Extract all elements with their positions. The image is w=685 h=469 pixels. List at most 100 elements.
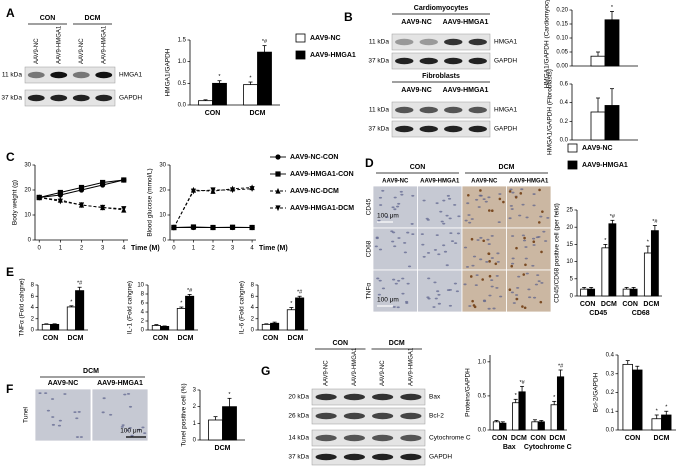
blot-band xyxy=(419,106,438,114)
nucleus xyxy=(448,217,452,220)
panel-letter: E xyxy=(6,265,14,279)
x-tick-label: CON xyxy=(205,110,221,117)
scale-bar-label: 100 μm xyxy=(377,213,399,220)
nucleus xyxy=(456,232,461,235)
nucleus xyxy=(381,287,386,290)
nucleus xyxy=(531,264,535,267)
nucleus xyxy=(544,240,548,242)
significance-label: *# xyxy=(558,363,564,369)
bar xyxy=(50,323,60,331)
blot-band xyxy=(419,38,438,46)
nucleus xyxy=(468,221,472,224)
nucleus xyxy=(437,253,441,256)
y-tick-label: 0 xyxy=(163,238,167,244)
y-tick-label: 0.5 xyxy=(178,81,187,87)
nucleus xyxy=(379,204,383,206)
bar xyxy=(531,421,539,431)
protein-label: HMGA1 xyxy=(119,72,143,79)
row-label: CD68 xyxy=(366,240,373,257)
nucleus xyxy=(474,284,478,287)
stain xyxy=(515,297,519,301)
nucleus xyxy=(407,265,412,268)
blot-strip xyxy=(311,388,426,406)
blot-band xyxy=(444,106,463,114)
scale-bar-label: 100 μm xyxy=(120,428,142,435)
stain xyxy=(508,190,512,193)
significance-label: * xyxy=(665,405,668,411)
nucleus xyxy=(435,234,439,237)
nucleus xyxy=(508,217,512,220)
marker xyxy=(121,206,127,212)
nucleus xyxy=(463,283,467,286)
stain xyxy=(538,188,541,192)
section-title: Fibroblasts xyxy=(422,73,460,80)
x-tick-label: DCM xyxy=(68,335,84,342)
stain xyxy=(469,275,473,278)
blot-strip xyxy=(391,101,491,119)
y-tick-label: 0.4 xyxy=(606,353,615,359)
bar xyxy=(41,323,51,331)
y-tick-label: 0.20 xyxy=(556,8,568,14)
x-tick-label: DCM xyxy=(288,335,304,342)
marker xyxy=(275,171,281,177)
y-tick-label: 6 xyxy=(141,301,145,307)
nucleus xyxy=(524,246,528,248)
column-label: AAV9-NC xyxy=(471,179,498,185)
blot-band xyxy=(72,94,90,102)
nucleus xyxy=(476,239,480,241)
nucleus xyxy=(128,427,132,429)
stain xyxy=(488,274,492,278)
stain xyxy=(471,299,474,303)
nucleus xyxy=(466,202,470,205)
nucleus xyxy=(437,302,441,305)
blot-band xyxy=(315,434,337,442)
marker xyxy=(190,224,197,230)
y-tick-label: 8 xyxy=(251,283,255,289)
nucleus xyxy=(510,262,515,265)
y-axis-label: Tunel positive cell (%) xyxy=(181,383,188,446)
stain xyxy=(482,239,485,243)
nucleus xyxy=(397,202,401,205)
x-tick-label: CON xyxy=(263,335,279,342)
nucleus xyxy=(520,188,524,191)
y-tick-label: 20 xyxy=(159,188,166,194)
stain xyxy=(488,260,491,263)
nucleus xyxy=(393,245,397,248)
group-label: Cytochrome C xyxy=(524,444,572,451)
blot-band xyxy=(372,412,394,420)
histology-image xyxy=(506,269,552,313)
stain xyxy=(490,209,494,213)
nucleus xyxy=(477,206,481,208)
protein-label: HMGA1 xyxy=(494,107,518,114)
significance-label: * xyxy=(656,408,659,414)
histology-image xyxy=(461,269,507,313)
blot-band xyxy=(468,125,487,133)
marker xyxy=(210,187,216,194)
nucleus xyxy=(475,198,479,201)
stain xyxy=(519,192,523,195)
bar xyxy=(601,247,610,297)
nucleus xyxy=(396,306,400,309)
blot-band xyxy=(315,453,337,461)
nucleus xyxy=(63,393,67,395)
bar xyxy=(160,325,170,331)
histology-image xyxy=(461,227,507,271)
group-label: DCM xyxy=(83,368,99,375)
stain xyxy=(524,263,527,267)
kda-label: 26 kDa xyxy=(288,413,309,420)
blot-band xyxy=(95,71,113,79)
y-tick-label: 0.5 xyxy=(478,393,487,399)
y-axis-label: Proteins/GAPDH xyxy=(465,368,472,417)
nucleus xyxy=(400,193,404,196)
bar xyxy=(604,19,620,67)
significance-label: * xyxy=(611,5,614,11)
protein-label: GAPDH xyxy=(119,95,142,102)
x-tick-label: CON xyxy=(622,301,638,308)
nucleus xyxy=(498,193,502,195)
x-tick-label: 1 xyxy=(59,246,63,252)
nucleus xyxy=(406,282,410,285)
nucleus xyxy=(490,279,494,282)
nucleus xyxy=(454,242,458,245)
nucleus xyxy=(532,244,536,246)
nucleus xyxy=(405,302,409,304)
